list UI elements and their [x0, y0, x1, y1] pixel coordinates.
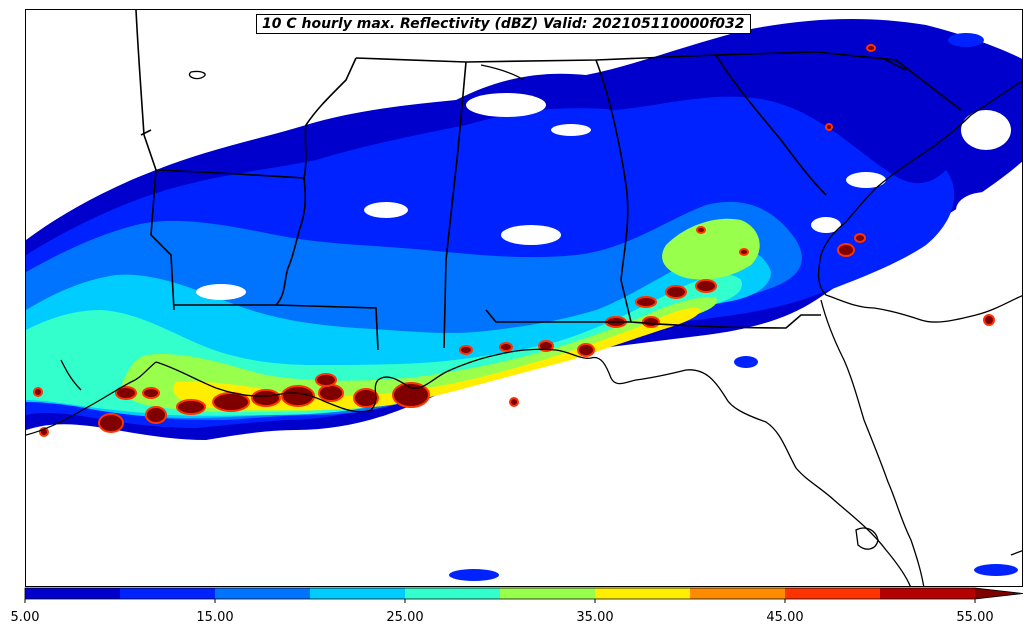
colorbar-tick-label: 35.00 [576, 610, 614, 625]
map-title: 10 C hourly max. Reflectivity (dBZ) Vali… [256, 14, 751, 34]
colorbar-tick-label: 5.00 [10, 610, 40, 625]
colorbar-bin [215, 588, 310, 599]
intense-cells [33, 44, 995, 437]
colorbar-bin [595, 588, 690, 599]
colorbar-bin [690, 588, 785, 599]
scattered-cells [449, 33, 1018, 581]
colorbar-bin [25, 588, 120, 599]
colorbar-extend-arrow [975, 588, 1023, 599]
colorbar-tick-label: 45.00 [766, 610, 804, 625]
colorbar-bin [785, 588, 880, 599]
state-borders [135, 10, 962, 351]
colorbar-bin [500, 588, 595, 599]
reflectivity-map [26, 10, 1022, 586]
colorbar-tick-label: 25.00 [386, 610, 424, 625]
reflectivity-field [26, 18, 1022, 581]
colorbar-outline [24, 587, 1024, 600]
colorbar-bin [880, 588, 975, 599]
colorbar-bin [310, 588, 405, 599]
clear-areas [196, 93, 1016, 300]
colorbar-tick-label: 15.00 [196, 610, 234, 625]
colorbar-tick-label: 55.00 [956, 610, 994, 625]
map-panel [25, 9, 1023, 587]
colorbar-bin [120, 588, 215, 599]
colorbar-bin [405, 588, 500, 599]
coastlines [26, 64, 1022, 586]
